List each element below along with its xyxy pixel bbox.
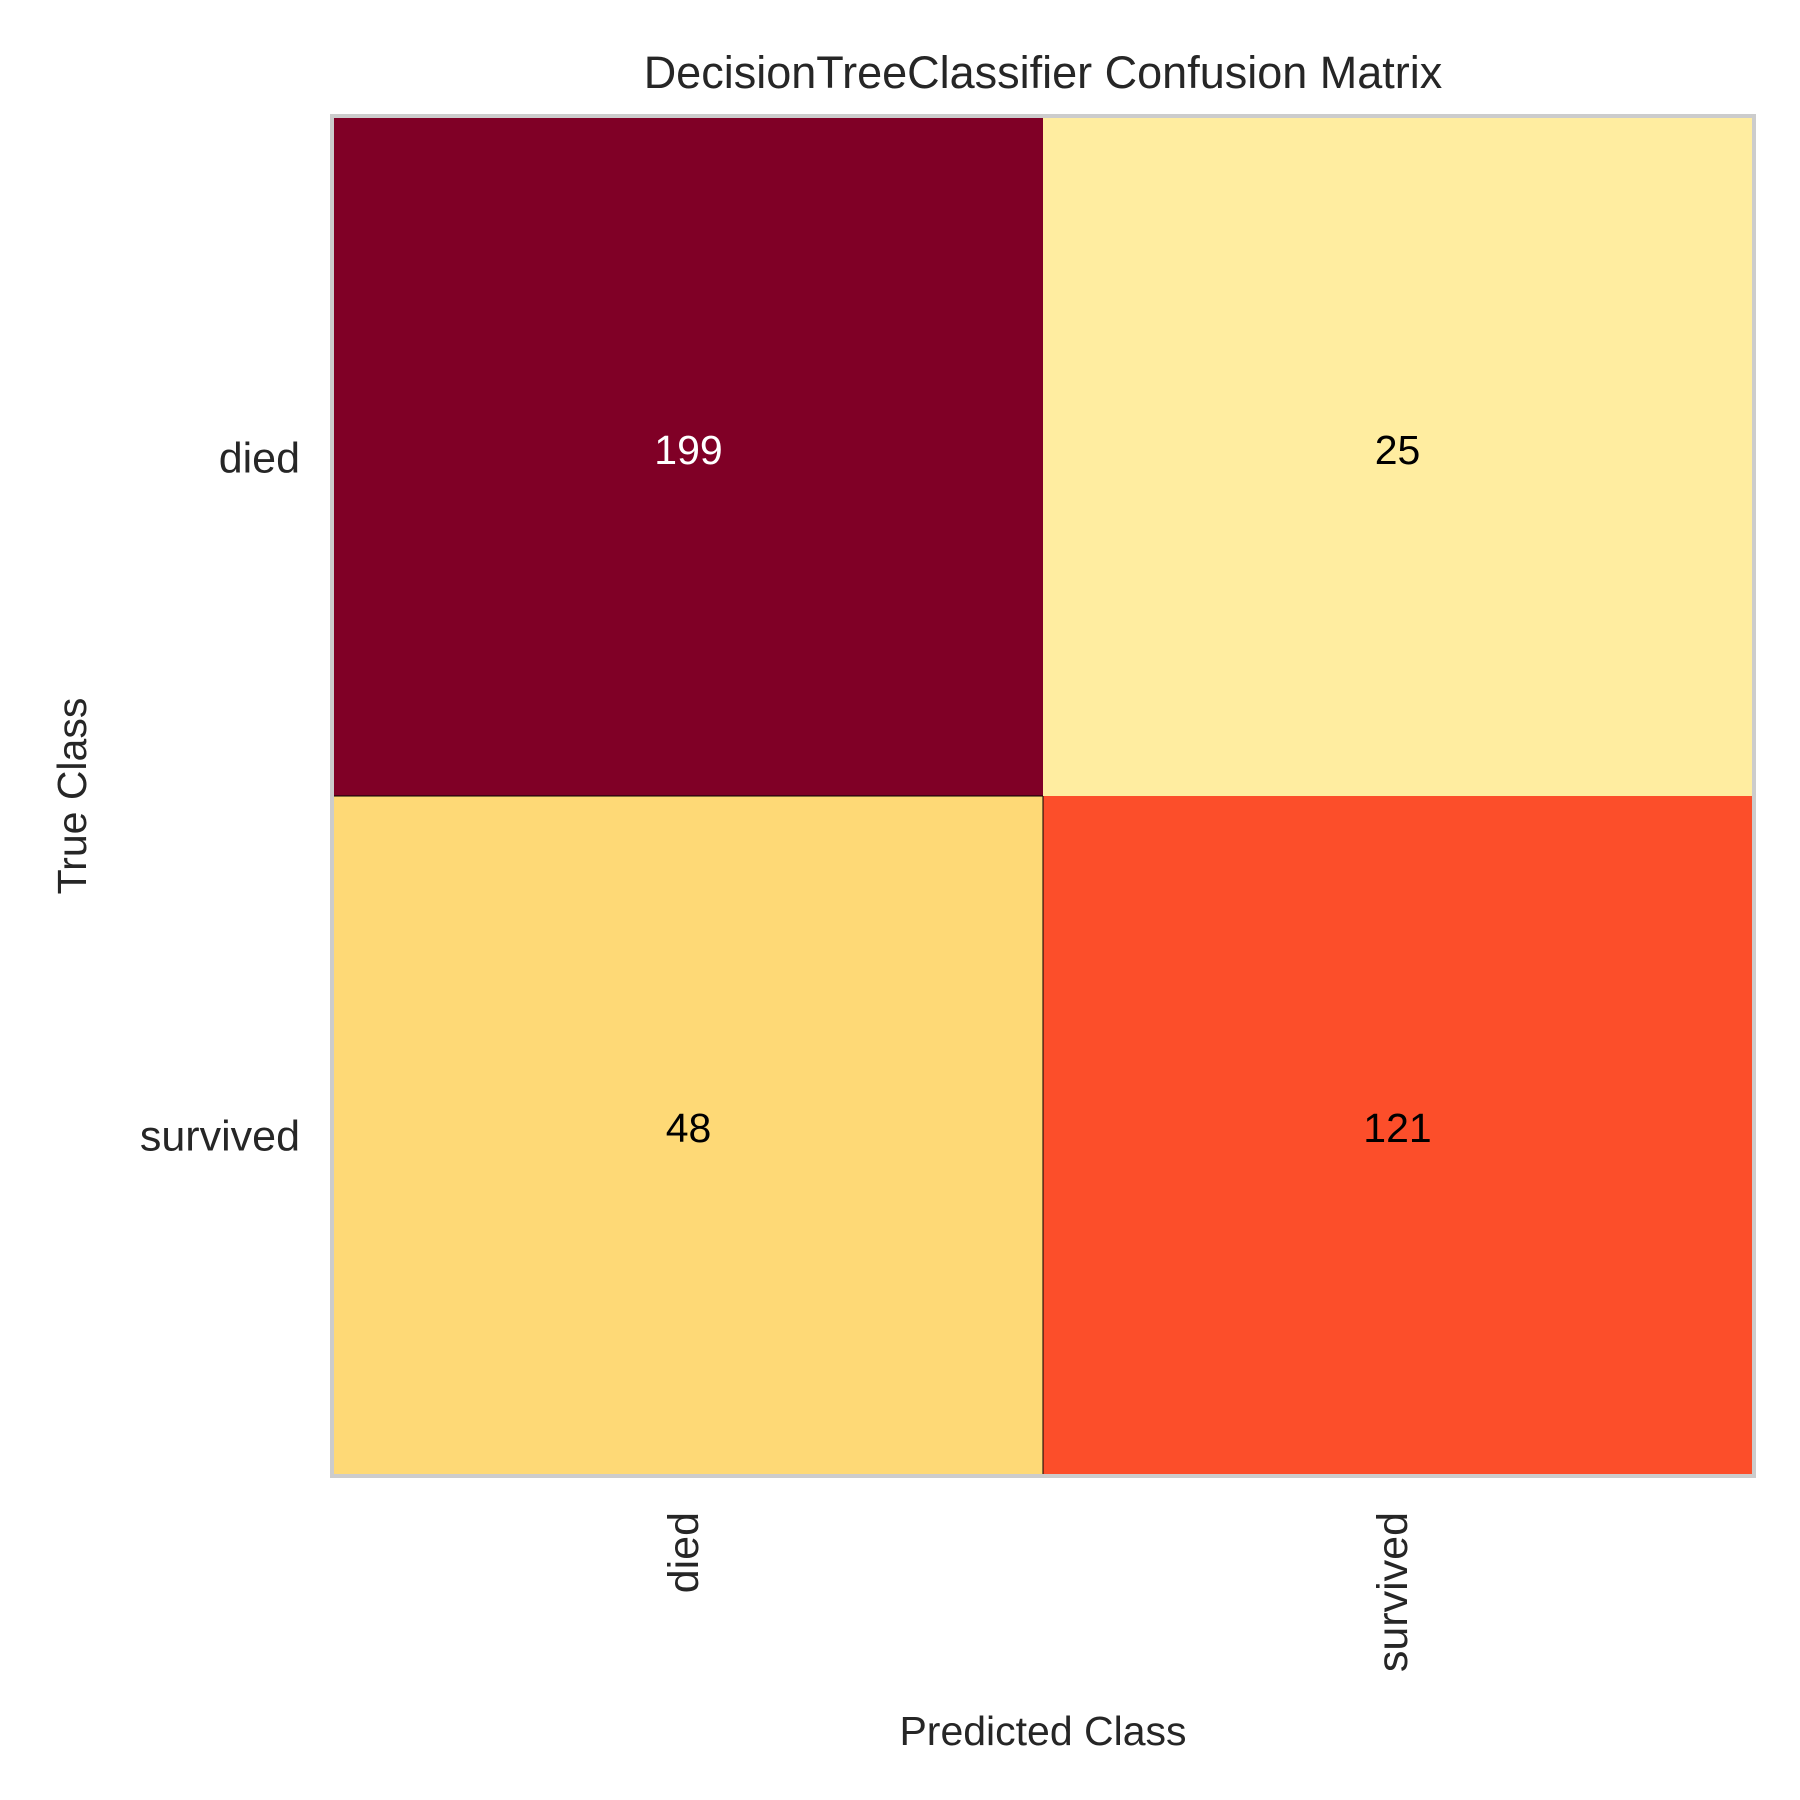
heatmap-cell-survived-died (334, 796, 1043, 1474)
x-tick-labels: died survived (660, 1512, 1417, 1672)
heatmap-cell-died-survived (1043, 118, 1752, 796)
x-tick-label-survived: survived (1369, 1512, 1417, 1672)
y-tick-label-survived: survived (140, 1112, 300, 1160)
cell-value-survived-died: 48 (666, 1105, 712, 1151)
cell-value-labels: 199 25 48 121 (654, 427, 1431, 1151)
cell-value-died-died: 199 (654, 427, 722, 473)
heatmap-cell-survived-survived (1043, 796, 1752, 1474)
plot-frame (330, 114, 1756, 1478)
y-axis-label: True Class (49, 698, 95, 895)
heatmap-cell-died-died (334, 118, 1043, 796)
heatmap-cells (334, 118, 1752, 1474)
x-tick-label-died: died (660, 1512, 708, 1593)
y-tick-labels: died survived (140, 434, 300, 1160)
cell-value-died-survived: 25 (1375, 427, 1421, 473)
chart-title: DecisionTreeClassifier Confusion Matrix (644, 47, 1443, 98)
y-tick-label-died: died (219, 434, 300, 482)
cell-value-survived-survived: 121 (1363, 1105, 1431, 1151)
x-axis-label: Predicted Class (899, 1708, 1186, 1754)
